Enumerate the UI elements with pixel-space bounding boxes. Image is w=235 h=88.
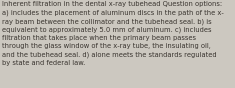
Text: Inherent filtration in the dental x-ray tubehead Question options:
a) includes t: Inherent filtration in the dental x-ray …: [2, 1, 224, 66]
